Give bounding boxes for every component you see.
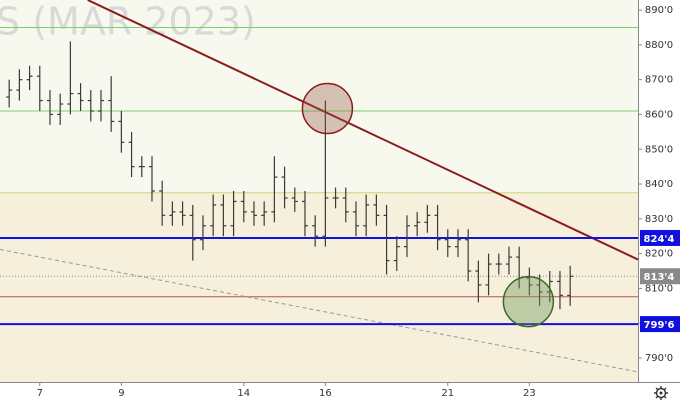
- y-tick-label: 830'0: [645, 214, 673, 225]
- x-tick-label: 14: [237, 388, 250, 399]
- settings-icon[interactable]: [654, 386, 668, 400]
- level-label: 813'4: [644, 272, 675, 283]
- highlight-circle: [502, 275, 555, 328]
- level-label-box: [640, 316, 680, 333]
- y-tick-label: 880'0: [645, 40, 673, 51]
- highlight-circle: [301, 82, 354, 135]
- watermark-title: ES (MAR 2023): [0, 0, 256, 44]
- level-label: 799'6: [644, 320, 675, 331]
- y-tick-label: 890'0: [645, 5, 673, 16]
- dashed-trend-line: [0, 248, 639, 373]
- y-tick-label: 840'0: [645, 179, 673, 190]
- y-tick-label: 820'0: [645, 249, 673, 260]
- x-tick-label: 16: [319, 388, 332, 399]
- x-tick-label: 23: [523, 388, 536, 399]
- upper-zone: [0, 0, 638, 192]
- level-label-box: [640, 229, 680, 246]
- y-tick-label: 870'0: [645, 75, 673, 86]
- y-tick-label: 850'0: [645, 144, 673, 155]
- x-tick-label: 21: [441, 388, 454, 399]
- x-tick-label: 7: [37, 388, 43, 399]
- y-tick-label: 860'0: [645, 109, 673, 120]
- lower-zone: [0, 192, 638, 382]
- level-label: 824'4: [644, 234, 675, 245]
- x-tick-label: 9: [118, 388, 124, 399]
- trend-line: [87, 0, 639, 261]
- plot-area: [0, 0, 639, 373]
- y-tick-label: 810'0: [645, 283, 673, 294]
- level-label-box: [640, 268, 680, 285]
- y-tick-label: 790'0: [645, 353, 673, 364]
